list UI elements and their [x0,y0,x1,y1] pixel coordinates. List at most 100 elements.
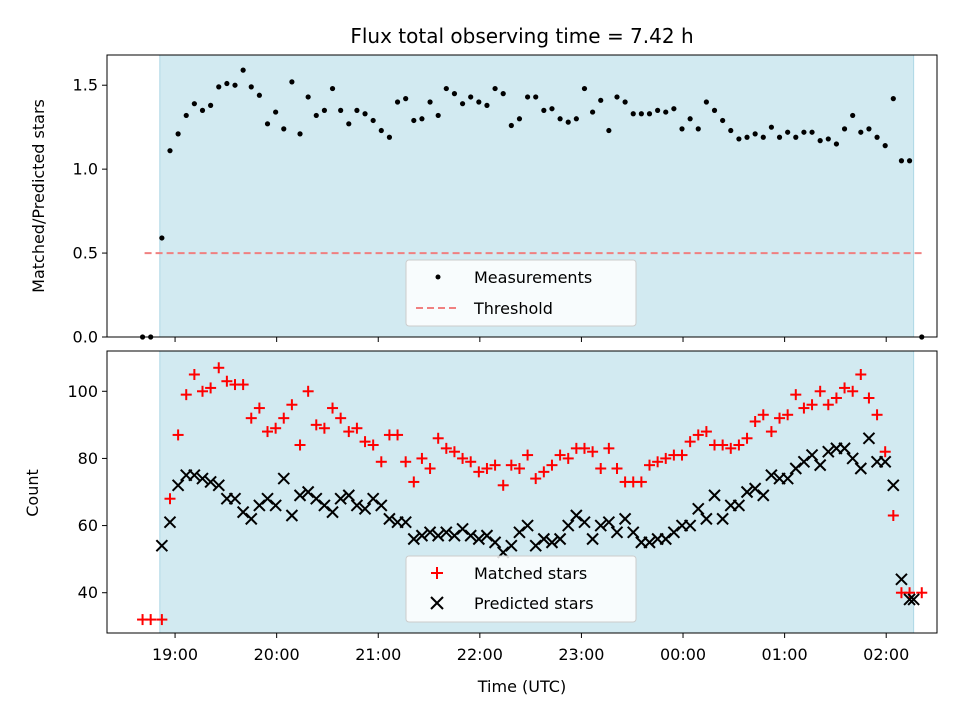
matched-star-point [375,456,387,468]
matched-star-point [676,449,688,461]
measurement-point [817,138,823,144]
predicted-star-point [813,458,827,472]
measurement-point [297,131,303,137]
top-legend: Measurements Threshold [405,259,637,327]
measurement-point [858,129,864,135]
measurement-point [760,134,766,140]
measurement-point [264,121,271,127]
matched-star-point [473,466,485,478]
predicted-star-point [188,469,201,482]
matched-star-point [172,429,184,441]
legend-measurements-label: Measurements [474,268,592,287]
matched-star-point [457,452,469,464]
predicted-star-point [277,472,290,485]
predicted-star-point [610,526,624,539]
matched-star-point [221,375,233,387]
matched-star-point [465,456,477,468]
measurement-point [175,131,181,137]
predicted-star-point [643,536,656,549]
predicted-star-point [326,505,339,519]
matched-star-point [286,399,298,411]
top-y-axis-label: Matched/Predicted stars [29,99,48,293]
matched-star-point [408,476,420,488]
measurement-point [248,84,254,90]
y-tick-label: 1.0 [73,160,98,179]
measurement-point [305,94,311,100]
predicted-star-point [358,502,372,515]
matched-star-point [327,402,339,414]
chart-title: Flux total observing time = 7.42 h [350,24,693,48]
legend-matched-marker [431,567,443,579]
x-tick-label: 20:00 [254,645,300,664]
measurement-point [655,107,661,113]
matched-star-point [351,422,363,434]
measurement-point [378,127,384,134]
measurement-point [273,109,279,115]
matched-star-point [497,479,509,491]
predicted-star-point [431,529,445,542]
predicted-star-point [521,519,534,532]
matched-star-point [757,409,769,421]
matched-star-point [684,436,696,448]
x-tick-label: 21:00 [355,645,401,664]
predicted-star-point [415,529,429,542]
measurement-point [622,99,628,105]
measurement-point [240,67,246,73]
measurement-point [874,134,880,140]
measurement-point [500,91,506,97]
top-panel: 0.0 0.5 1.0 1.5 Matched/Predicted stars Mea… [29,54,938,347]
matched-star-point [814,385,826,397]
x-tick-label: 19:00 [152,645,198,664]
measurement-point [329,85,336,92]
measurement-point [508,122,514,129]
predicted-star-point [562,519,575,532]
matched-star-point [318,422,330,434]
measurement-point [866,126,872,132]
measurement-point [590,109,596,115]
predicted-star-point [375,499,388,512]
measurement-point [776,134,783,140]
measurement-point [533,94,539,100]
measurement-point [199,107,206,113]
matched-star-point [806,399,818,411]
matched-star-point [481,463,493,474]
predicted-star-point [285,509,299,522]
matched-star-point [440,442,452,454]
matched-star-point [790,389,802,401]
measurement-point [289,79,295,85]
bottom-legend-box [405,555,637,623]
matched-star-point [432,432,444,444]
predicted-star-point [716,512,729,526]
predicted-star-point [407,532,421,546]
measurement-point [159,235,165,241]
predicted-star-point [822,445,835,458]
predicted-star-point [838,442,851,455]
predicted-star-point [781,472,794,485]
predicted-star-point [464,529,477,542]
predicted-star-point [903,593,916,606]
matched-star-point [343,426,355,438]
x-tick-label: 01:00 [762,645,808,664]
bottom-y-ticks: 40 60 80 100 [67,382,107,602]
predicted-star-point [618,512,632,526]
measurement-point [833,141,840,147]
measurement-point [638,111,644,117]
measurement-point [403,96,409,102]
x-tick-label: 23:00 [558,645,604,664]
y-tick-label: 0.0 [73,328,98,347]
predicted-star-point [683,519,697,532]
measurement-points [139,67,925,340]
predicted-star-point [293,489,307,502]
measurement-point [850,112,856,119]
predicted-star-point [440,526,453,539]
predicted-star-point [627,526,640,539]
matched-star-point [587,446,599,458]
matched-star-point [538,466,550,478]
matched-star-point [822,399,834,411]
matched-star-point [798,402,810,414]
predicted-star-point [171,479,185,492]
matched-star-point [839,382,851,394]
matched-star-point [578,442,590,454]
matched-star-point [562,452,574,464]
